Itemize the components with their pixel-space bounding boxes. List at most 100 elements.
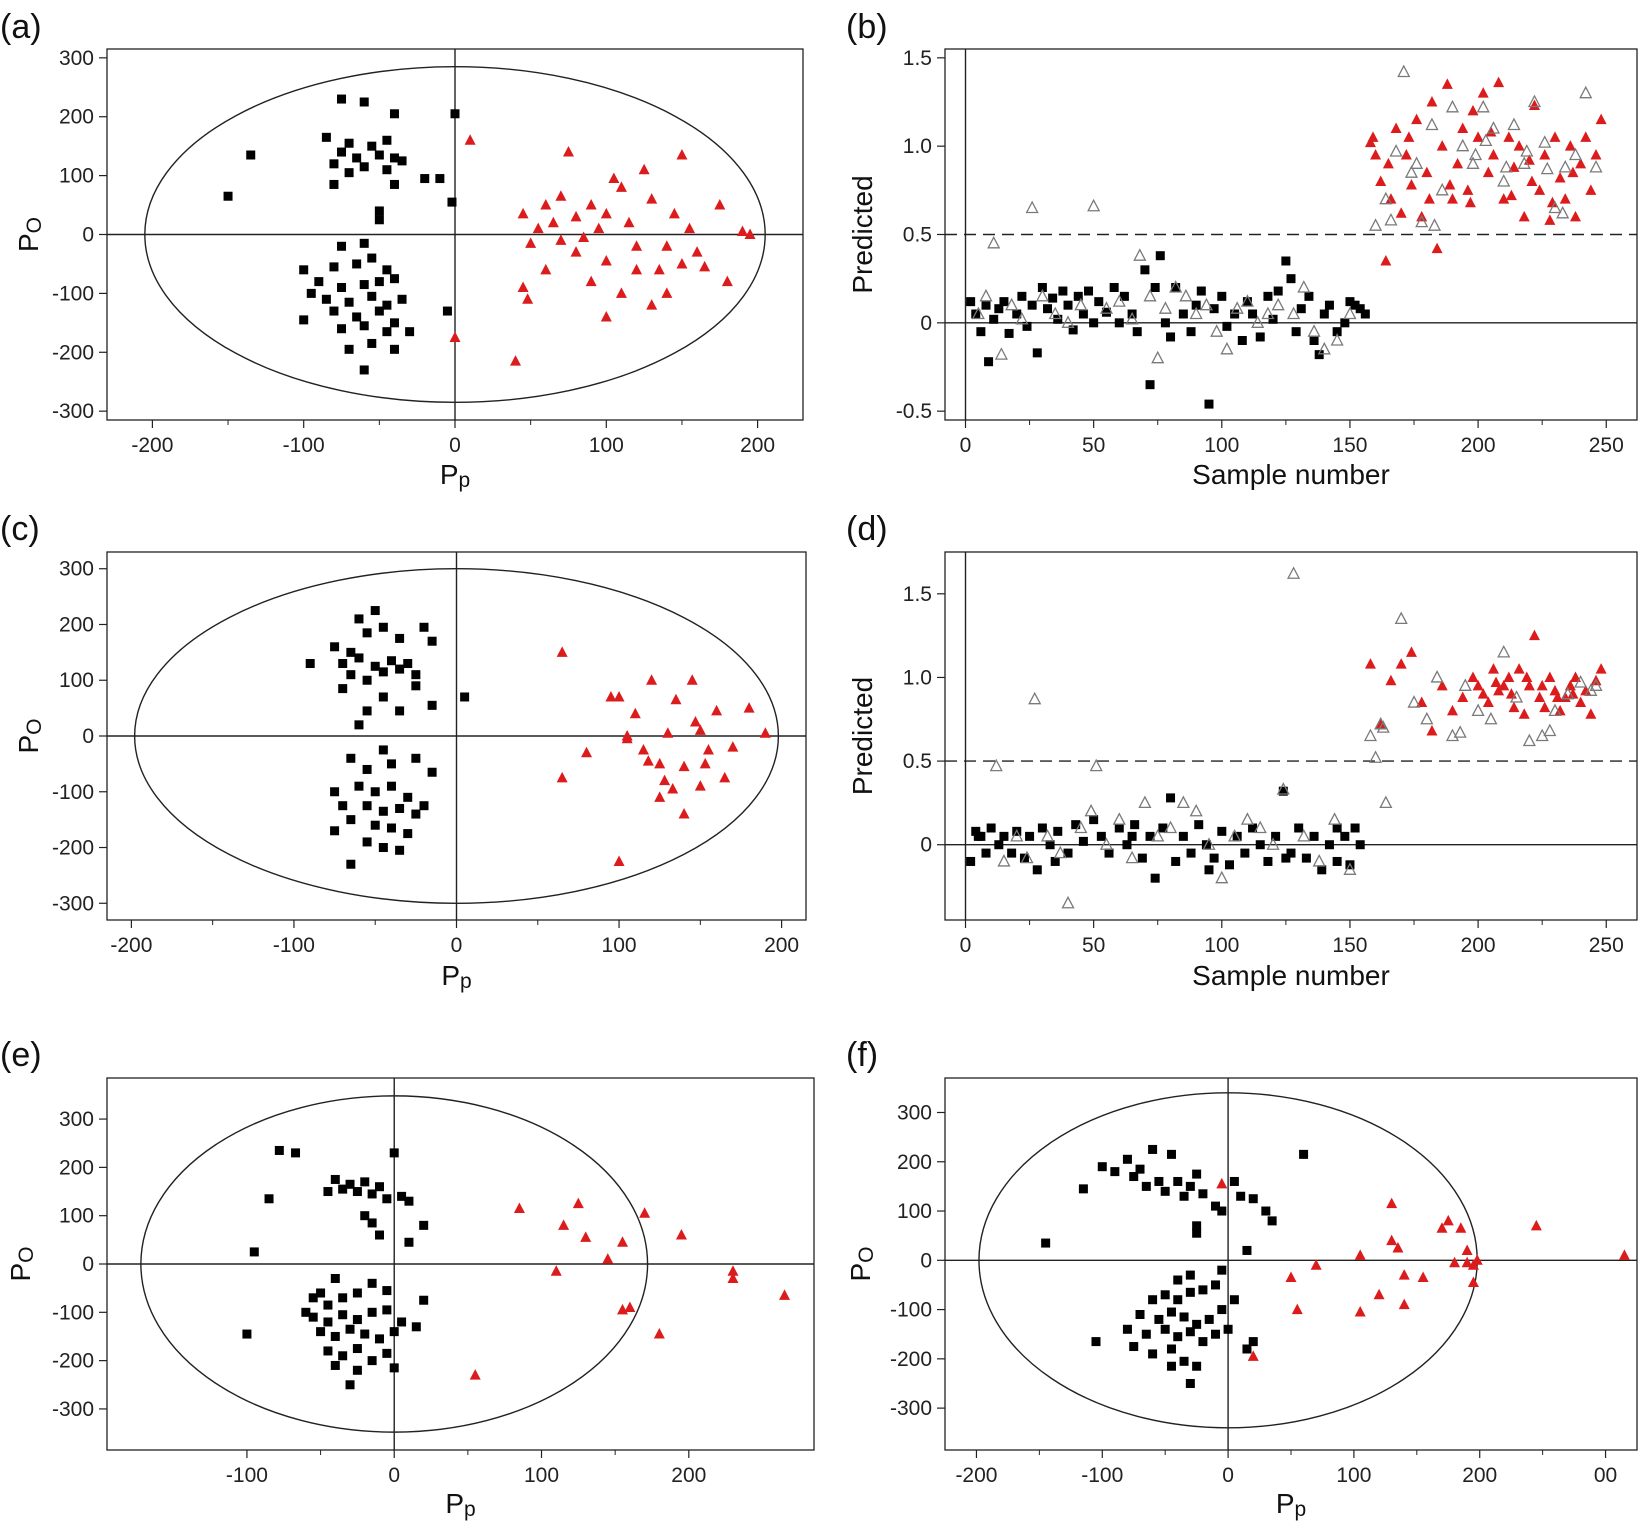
open-triangle-point [1407,695,1421,708]
square-point [1304,291,1314,301]
square-point [1179,1312,1189,1322]
y-axis-label: PO [5,1246,38,1281]
square-point [427,700,437,710]
x-tick-label: 0 [451,934,463,957]
square-point [1248,1337,1258,1347]
square-point [362,628,372,638]
open-triangle-point [1286,566,1301,579]
square-point [323,1346,333,1356]
square-point [1150,283,1160,292]
red-triangle-point [1457,691,1469,703]
square-point [359,97,369,107]
square-point [1242,1245,1252,1255]
square-point [395,633,405,643]
open-triangle-point [1061,895,1075,909]
square-point [329,159,339,169]
x-axis-label-sub: p [1295,1498,1307,1521]
square-point [1063,300,1073,310]
square-point [389,1363,399,1373]
square-point [1204,1314,1214,1324]
square-point [1345,297,1355,307]
red-triangle-point [639,1207,651,1218]
y-tick-label: -100 [890,1299,932,1322]
open-triangle-point [1151,350,1165,364]
square-point [999,297,1009,307]
x-tick-label: 150 [1332,434,1367,457]
red-triangle-point [1544,214,1556,225]
open-triangle-point [1343,306,1357,320]
x-axis-label: Pp [1276,1488,1306,1521]
square-point [1045,840,1055,850]
open-triangle-point [1048,306,1062,320]
red-triangle-point [556,771,568,783]
red-triangle-point [1534,691,1546,703]
square-point [346,815,356,825]
square-point [1048,293,1058,303]
square-point [1340,318,1350,328]
red-triangle-point [1498,679,1510,691]
red-triangle-point [727,1272,739,1283]
square-point [1104,848,1114,858]
square-point [1053,314,1063,324]
red-triangle-point [1446,704,1458,716]
open-triangle-point [1479,133,1493,147]
red-triangle-point [550,1265,562,1276]
x-axis-label-main: P [445,1488,464,1519]
x-tick-label: 0 [388,1464,400,1487]
y-axis-label: Predicted [847,175,878,293]
red-triangle-point [1431,242,1443,254]
square-point [411,670,421,680]
red-triangle-point [510,355,522,366]
open-triangle-point [1040,828,1055,842]
y-tick-label: 100 [897,1200,932,1223]
red-triangle-point [1385,674,1397,686]
open-triangle-point [971,306,985,320]
x-axis-label: Sample number [1192,459,1390,490]
y-tick-label: 0 [82,224,94,247]
square-point [346,647,356,657]
y-axis-label-main: P [5,1263,36,1282]
square-point [1050,856,1060,866]
x-tick-label: 100 [524,1464,559,1487]
open-triangle-point [1556,205,1570,219]
open-triangle-point [1286,306,1301,320]
x-tick-label: 50 [1082,434,1105,457]
y-tick-label: -300 [890,1397,932,1420]
square-point [1129,1342,1139,1352]
square-point [386,823,396,833]
square-point [1004,328,1014,338]
y-tick-label: 0 [82,725,94,748]
square-point [1063,848,1073,858]
confidence-ellipse [133,568,780,904]
red-triangle-point [1539,701,1551,713]
square-point [981,300,991,310]
red-triangle-point [608,172,620,184]
open-triangle-point [1053,845,1067,859]
square-point [1068,325,1078,335]
red-triangle-point [1449,1256,1461,1268]
open-triangle-point [1476,99,1490,113]
square-point [1171,283,1181,292]
square-point [338,1184,348,1194]
y-axis-label-main: P [13,233,44,252]
square-point [329,262,339,272]
square-point [362,675,372,685]
square-point [1248,823,1258,833]
open-triangle-point [1404,165,1419,178]
square-point [1178,831,1188,841]
square-point [374,1334,384,1344]
panel-label: (d) [846,510,888,548]
red-triangle-point [653,263,665,275]
square-point [1324,300,1334,310]
y-tick-label: 100 [59,1205,94,1228]
red-triangle-point [659,774,671,786]
square-point [1166,1149,1176,1159]
square-point [386,781,396,791]
open-triangle-point [1112,294,1126,307]
red-triangle-point [1490,676,1502,687]
square-point [395,803,405,813]
red-triangle-point [1395,658,1407,669]
y-axis-label: PO [845,1246,878,1281]
square-point [359,280,369,290]
open-triangle-point [1445,99,1460,113]
